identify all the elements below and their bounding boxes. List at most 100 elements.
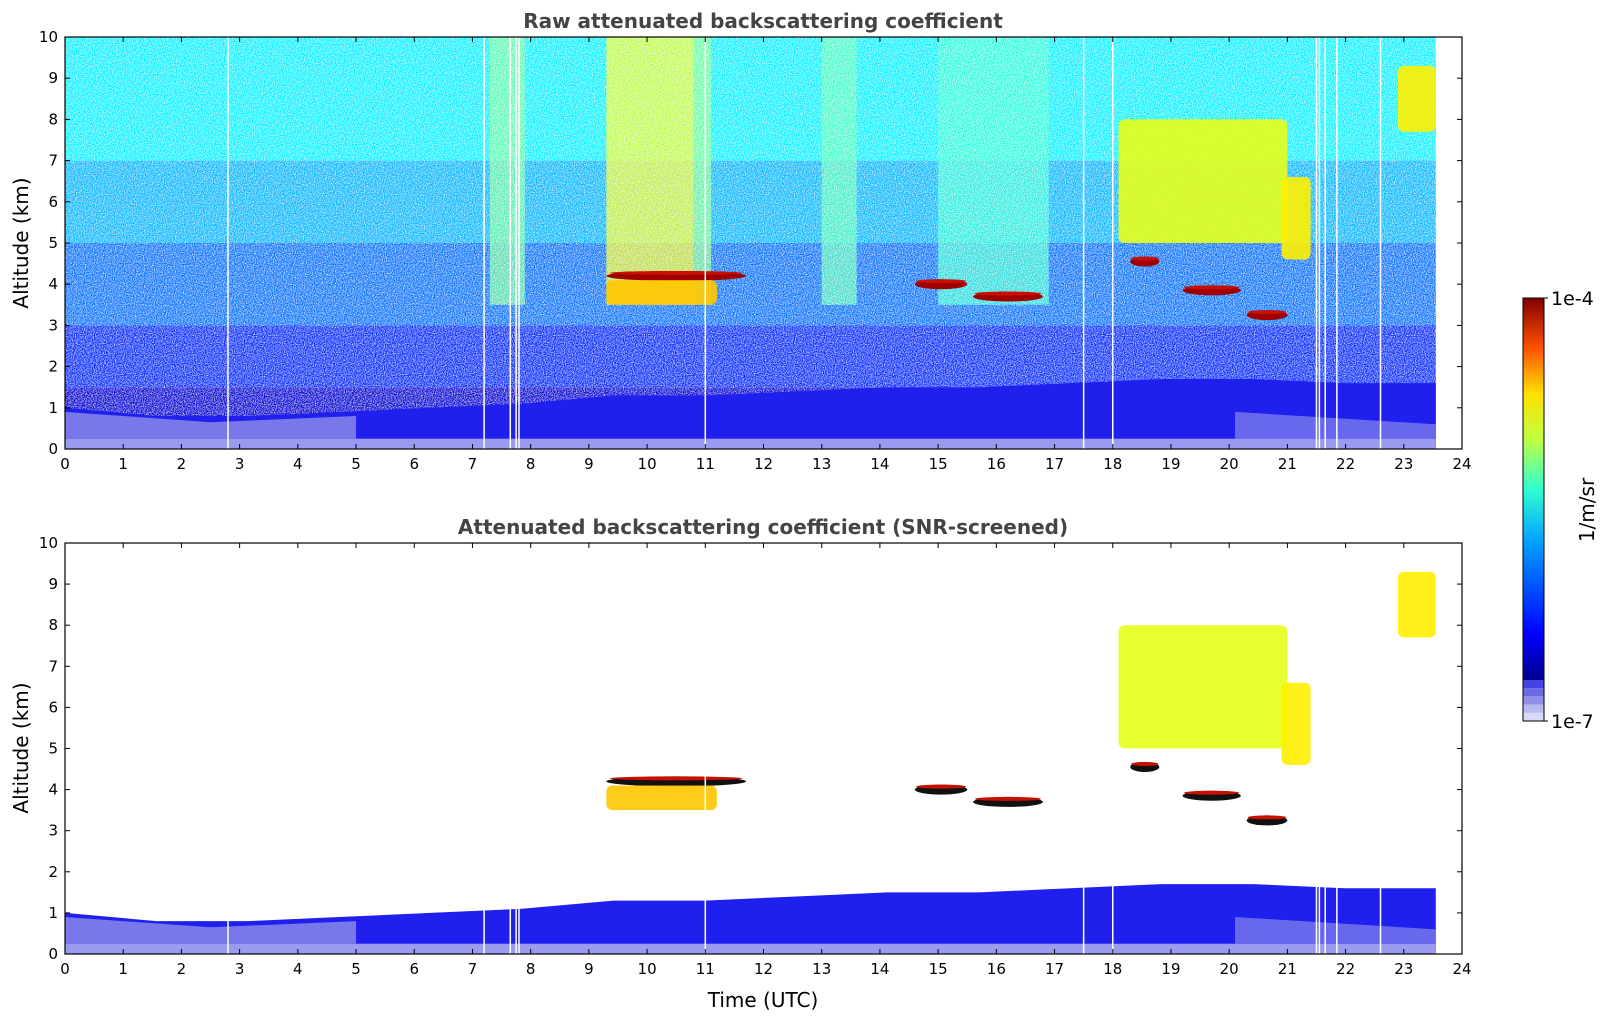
x-tick-label: 2 <box>177 455 187 473</box>
x-tick-label: 2 <box>177 960 187 978</box>
y-tick-label: 5 <box>48 740 58 758</box>
y-tick-label: 10 <box>39 28 58 46</box>
nocturnal-layer <box>1234 411 1436 439</box>
x-tick-label: 16 <box>987 455 1006 473</box>
snr-y-ticks: 0 1 2 3 4 5 6 7 8 9 10 <box>39 534 1462 963</box>
x-tick-label: 24 <box>1452 455 1471 473</box>
x-tick-label: 22 <box>1336 455 1355 473</box>
x-tick-label: 6 <box>409 960 419 978</box>
x-tick-label: 15 <box>929 960 948 978</box>
x-tick-label: 23 <box>1394 455 1413 473</box>
y-tick-label: 5 <box>48 234 58 252</box>
y-tick-label: 6 <box>48 193 58 211</box>
x-tick-label: 12 <box>754 960 773 978</box>
colorbar-frame <box>1522 297 1545 722</box>
x-tick-label: 18 <box>1103 455 1122 473</box>
x-tick-label: 7 <box>468 960 478 978</box>
x-tick-label: 10 <box>638 455 657 473</box>
liquid-cloud-top <box>1184 790 1240 795</box>
x-tick-label: 12 <box>754 455 773 473</box>
x-tick-label: 4 <box>293 960 303 978</box>
surface-band <box>65 943 1436 954</box>
y-tick-label: 9 <box>48 69 58 87</box>
y-tick-label: 4 <box>48 781 58 799</box>
liquid-cloud-top <box>1247 310 1287 315</box>
virga-region <box>606 280 717 305</box>
y-tick-label: 7 <box>48 152 58 170</box>
x-tick-label: 20 <box>1220 960 1239 978</box>
boundary-layer <box>65 379 1436 449</box>
raw-heatmap <box>65 37 1436 449</box>
x-tick-label: 5 <box>351 960 361 978</box>
y-tick-label: 8 <box>48 110 58 128</box>
y-tick-label: 0 <box>48 945 58 963</box>
snr-screened-panel: Attenuated backscattering coefficient (S… <box>9 515 1472 1012</box>
liquid-cloud-top <box>1130 256 1159 261</box>
colorbar-gradient <box>1523 298 1544 680</box>
x-tick-label: 1 <box>118 455 128 473</box>
raw-y-axis-label: Altitude (km) <box>9 177 33 308</box>
x-tick-label: 10 <box>638 960 657 978</box>
x-tick-label: 14 <box>870 455 889 473</box>
x-tick-label: 7 <box>468 455 478 473</box>
y-tick-label: 10 <box>39 534 58 552</box>
y-tick-label: 1 <box>48 399 58 417</box>
x-tick-label: 0 <box>60 455 70 473</box>
colorbar-step <box>1523 704 1544 713</box>
x-tick-label: 21 <box>1278 960 1297 978</box>
residual-layer <box>65 411 357 439</box>
x-tick-label: 9 <box>584 960 594 978</box>
x-tick-label: 8 <box>526 960 536 978</box>
y-tick-label: 6 <box>48 698 58 716</box>
x-tick-label: 3 <box>235 455 245 473</box>
ice-cloud-region <box>1118 625 1288 749</box>
x-tick-label: 0 <box>60 960 70 978</box>
ice-cloud-region <box>1397 571 1436 638</box>
colorbar-step <box>1523 696 1544 705</box>
y-tick-label: 7 <box>48 657 58 675</box>
y-tick-label: 3 <box>48 822 58 840</box>
colorbar-step <box>1523 688 1544 697</box>
x-axis-label: Time (UTC) <box>707 988 819 1012</box>
colorbar-low-steps <box>1523 680 1544 721</box>
x-tick-label: 11 <box>696 455 715 473</box>
snr-heatmap <box>65 543 1436 954</box>
y-tick-label: 1 <box>48 904 58 922</box>
x-tick-label: 6 <box>409 455 419 473</box>
liquid-cloud-top <box>1184 285 1240 290</box>
colorbar-step <box>1523 680 1544 689</box>
x-tick-label: 8 <box>526 455 536 473</box>
colorbar-unit-label: 1/m/sr <box>1575 477 1599 542</box>
colorbar: 1e-4 1e-7 1/m/sr <box>1522 288 1599 733</box>
snr-panel-title: Attenuated backscattering coefficient (S… <box>458 515 1068 539</box>
x-tick-label: 13 <box>812 455 831 473</box>
x-tick-label: 20 <box>1220 455 1239 473</box>
x-tick-label: 19 <box>1161 455 1180 473</box>
x-tick-label: 23 <box>1394 960 1413 978</box>
y-tick-label: 3 <box>48 316 58 334</box>
x-tick-label: 11 <box>696 960 715 978</box>
x-tick-label: 16 <box>987 960 1006 978</box>
liquid-cloud-top <box>609 776 743 781</box>
y-tick-label: 8 <box>48 616 58 634</box>
virga-region <box>606 785 717 811</box>
residual-layer <box>65 917 357 944</box>
liquid-cloud-top <box>916 784 966 789</box>
x-tick-label: 3 <box>235 960 245 978</box>
x-tick-label: 14 <box>870 960 889 978</box>
ice-cloud-region <box>1397 65 1436 132</box>
x-tick-label: 22 <box>1336 960 1355 978</box>
liquid-cloud-top <box>916 279 966 284</box>
y-tick-label: 9 <box>48 575 58 593</box>
x-tick-label: 24 <box>1452 960 1471 978</box>
liquid-cloud-top <box>974 291 1042 296</box>
ice-cloud-region <box>1281 682 1311 765</box>
colorbar-max-label: 1e-4 <box>1551 288 1594 310</box>
x-tick-label: 1 <box>118 960 128 978</box>
x-tick-label: 17 <box>1045 455 1064 473</box>
snr-x-ticks: 0 1 2 3 4 5 6 7 8 9 10 11 12 13 14 15 16 17 18 19 20 21 22 23 24 <box>60 543 1472 978</box>
x-tick-label: 19 <box>1161 960 1180 978</box>
y-tick-label: 2 <box>48 863 58 881</box>
liquid-cloud-top <box>1247 815 1287 820</box>
